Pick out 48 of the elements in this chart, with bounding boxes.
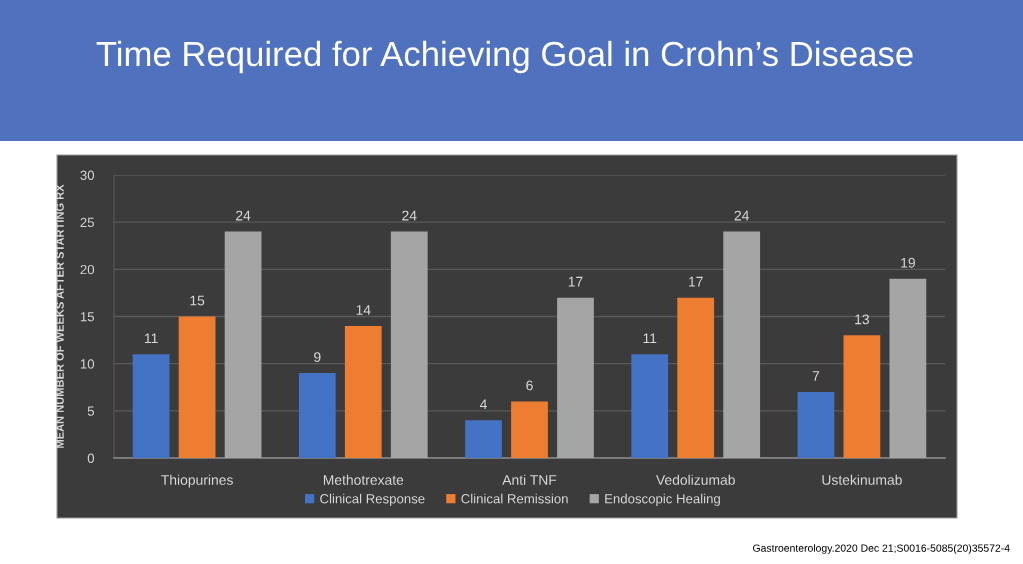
x-tick-label: Thiopurines (161, 474, 233, 488)
bar (843, 335, 881, 458)
bar (797, 391, 835, 458)
bar (723, 231, 761, 458)
y-axis-title: MEAN NUMBER OF WEEKS AFTER STARTING RX (55, 184, 64, 448)
bar (132, 354, 170, 458)
text: Gastroenterology.2020 Dec 21;S0016-5085(20)35572-4 (753, 544, 1010, 554)
data-label: 24 (402, 210, 417, 221)
bar (178, 316, 216, 458)
bar (390, 231, 428, 458)
y-tick-label: 25 (80, 217, 94, 228)
x-tick-label: Vedolizumab (656, 474, 735, 485)
bar (557, 297, 594, 458)
bar (224, 231, 262, 458)
data-label: 15 (190, 295, 205, 306)
data-label: 14 (356, 305, 371, 315)
y-tick-label: 5 (87, 406, 94, 416)
data-label: 17 (568, 276, 583, 287)
x-tick-label: Anti TNF (502, 474, 557, 485)
bar (298, 373, 336, 458)
data-label: 11 (643, 333, 657, 344)
y-tick-label: 0 (87, 453, 95, 463)
y-tick-label: 15 (80, 312, 94, 322)
data-label: 24 (734, 210, 749, 221)
data-label: 11 (144, 333, 158, 344)
bar (344, 325, 382, 458)
x-tick-label: Methotrexate (323, 474, 404, 485)
data-label: 17 (689, 276, 703, 287)
x-tick-label: Ustekinumab (822, 474, 902, 485)
y-tick-label: 30 (80, 170, 95, 180)
legend-label: Clinical Response (320, 493, 425, 507)
legend-label: Endoscopic Healing (605, 493, 720, 507)
data-label: 19 (901, 257, 915, 268)
bar (631, 354, 669, 458)
data-label: 6 (526, 380, 533, 391)
data-label: 7 (812, 371, 820, 381)
bar (511, 401, 548, 458)
y-tick-label: 20 (80, 264, 95, 275)
bar (677, 297, 715, 458)
data-label: 9 (314, 352, 321, 363)
bar (889, 278, 927, 458)
chart-title: Time Required for Achieving Goal in Crohn’s Disease (96, 40, 913, 74)
y-tick-label: 10 (80, 359, 95, 369)
legend-label: Clinical Remission (461, 493, 568, 504)
bar (465, 420, 502, 458)
data-label: 13 (855, 314, 870, 325)
data-label: 4 (479, 399, 487, 410)
data-label: 24 (236, 210, 251, 221)
